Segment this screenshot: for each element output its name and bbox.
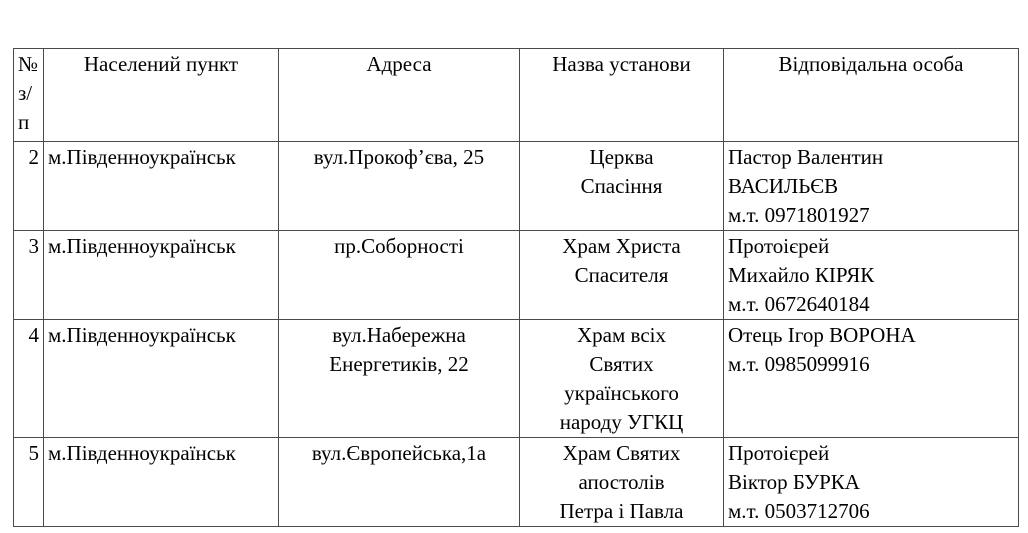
column-header-address: Адреса (278, 48, 520, 142)
column-header-person: Відповідальна особа (723, 48, 1019, 142)
cell-institution: Церква Спасіння (519, 141, 724, 231)
cell-settlement: м.Південноукраїнськ (43, 141, 279, 231)
cell-responsible-person: Протоієрей Михайло КІРЯК м.т. 0672640184 (723, 230, 1019, 320)
cell-row-number: 2 (13, 141, 44, 231)
cell-responsible-person: Пастор Валентин ВАСИЛЬЄВ м.т. 0971801927 (723, 141, 1019, 231)
header-row: № з/ п Населений пункт Адреса Назва уста… (13, 48, 1019, 142)
cell-settlement: м.Південноукраїнськ (43, 437, 279, 527)
table-row: 3 м.Південноукраїнськ пр.Соборності Храм… (13, 230, 1019, 320)
table-row: 4 м.Південноукраїнськ вул.Набережна Енер… (13, 319, 1019, 438)
cell-settlement: м.Південноукраїнськ (43, 319, 279, 438)
cell-institution: Храм Христа Спасителя (519, 230, 724, 320)
table-row: 5 м.Південноукраїнськ вул.Європейська,1а… (13, 437, 1019, 527)
cell-address: пр.Соборності (278, 230, 520, 320)
cell-row-number: 4 (13, 319, 44, 438)
column-header-settlement: Населений пункт (43, 48, 279, 142)
column-header-institution: Назва установи (519, 48, 724, 142)
column-header-number: № з/ п (13, 48, 44, 142)
cell-institution: Храм всіх Святих українського народу УГК… (519, 319, 724, 438)
cell-row-number: 3 (13, 230, 44, 320)
cell-row-number: 5 (13, 437, 44, 527)
cell-responsible-person: Отець Ігор ВОРОНА м.т. 0985099916 (723, 319, 1019, 438)
cell-address: вул.Прокоф’єва, 25 (278, 141, 520, 231)
cell-institution: Храм Святих апостолів Петра і Павла (519, 437, 724, 527)
cell-address: вул.Набережна Енергетиків, 22 (278, 319, 520, 438)
cell-settlement: м.Південноукраїнськ (43, 230, 279, 320)
table-row: 2 м.Південноукраїнськ вул.Прокоф’єва, 25… (13, 141, 1019, 231)
cell-address: вул.Європейська,1а (278, 437, 520, 527)
cell-responsible-person: Протоієрей Віктор БУРКА м.т. 0503712706 (723, 437, 1019, 527)
institutions-contacts-table: № з/ п Населений пункт Адреса Назва уста… (13, 48, 1019, 527)
